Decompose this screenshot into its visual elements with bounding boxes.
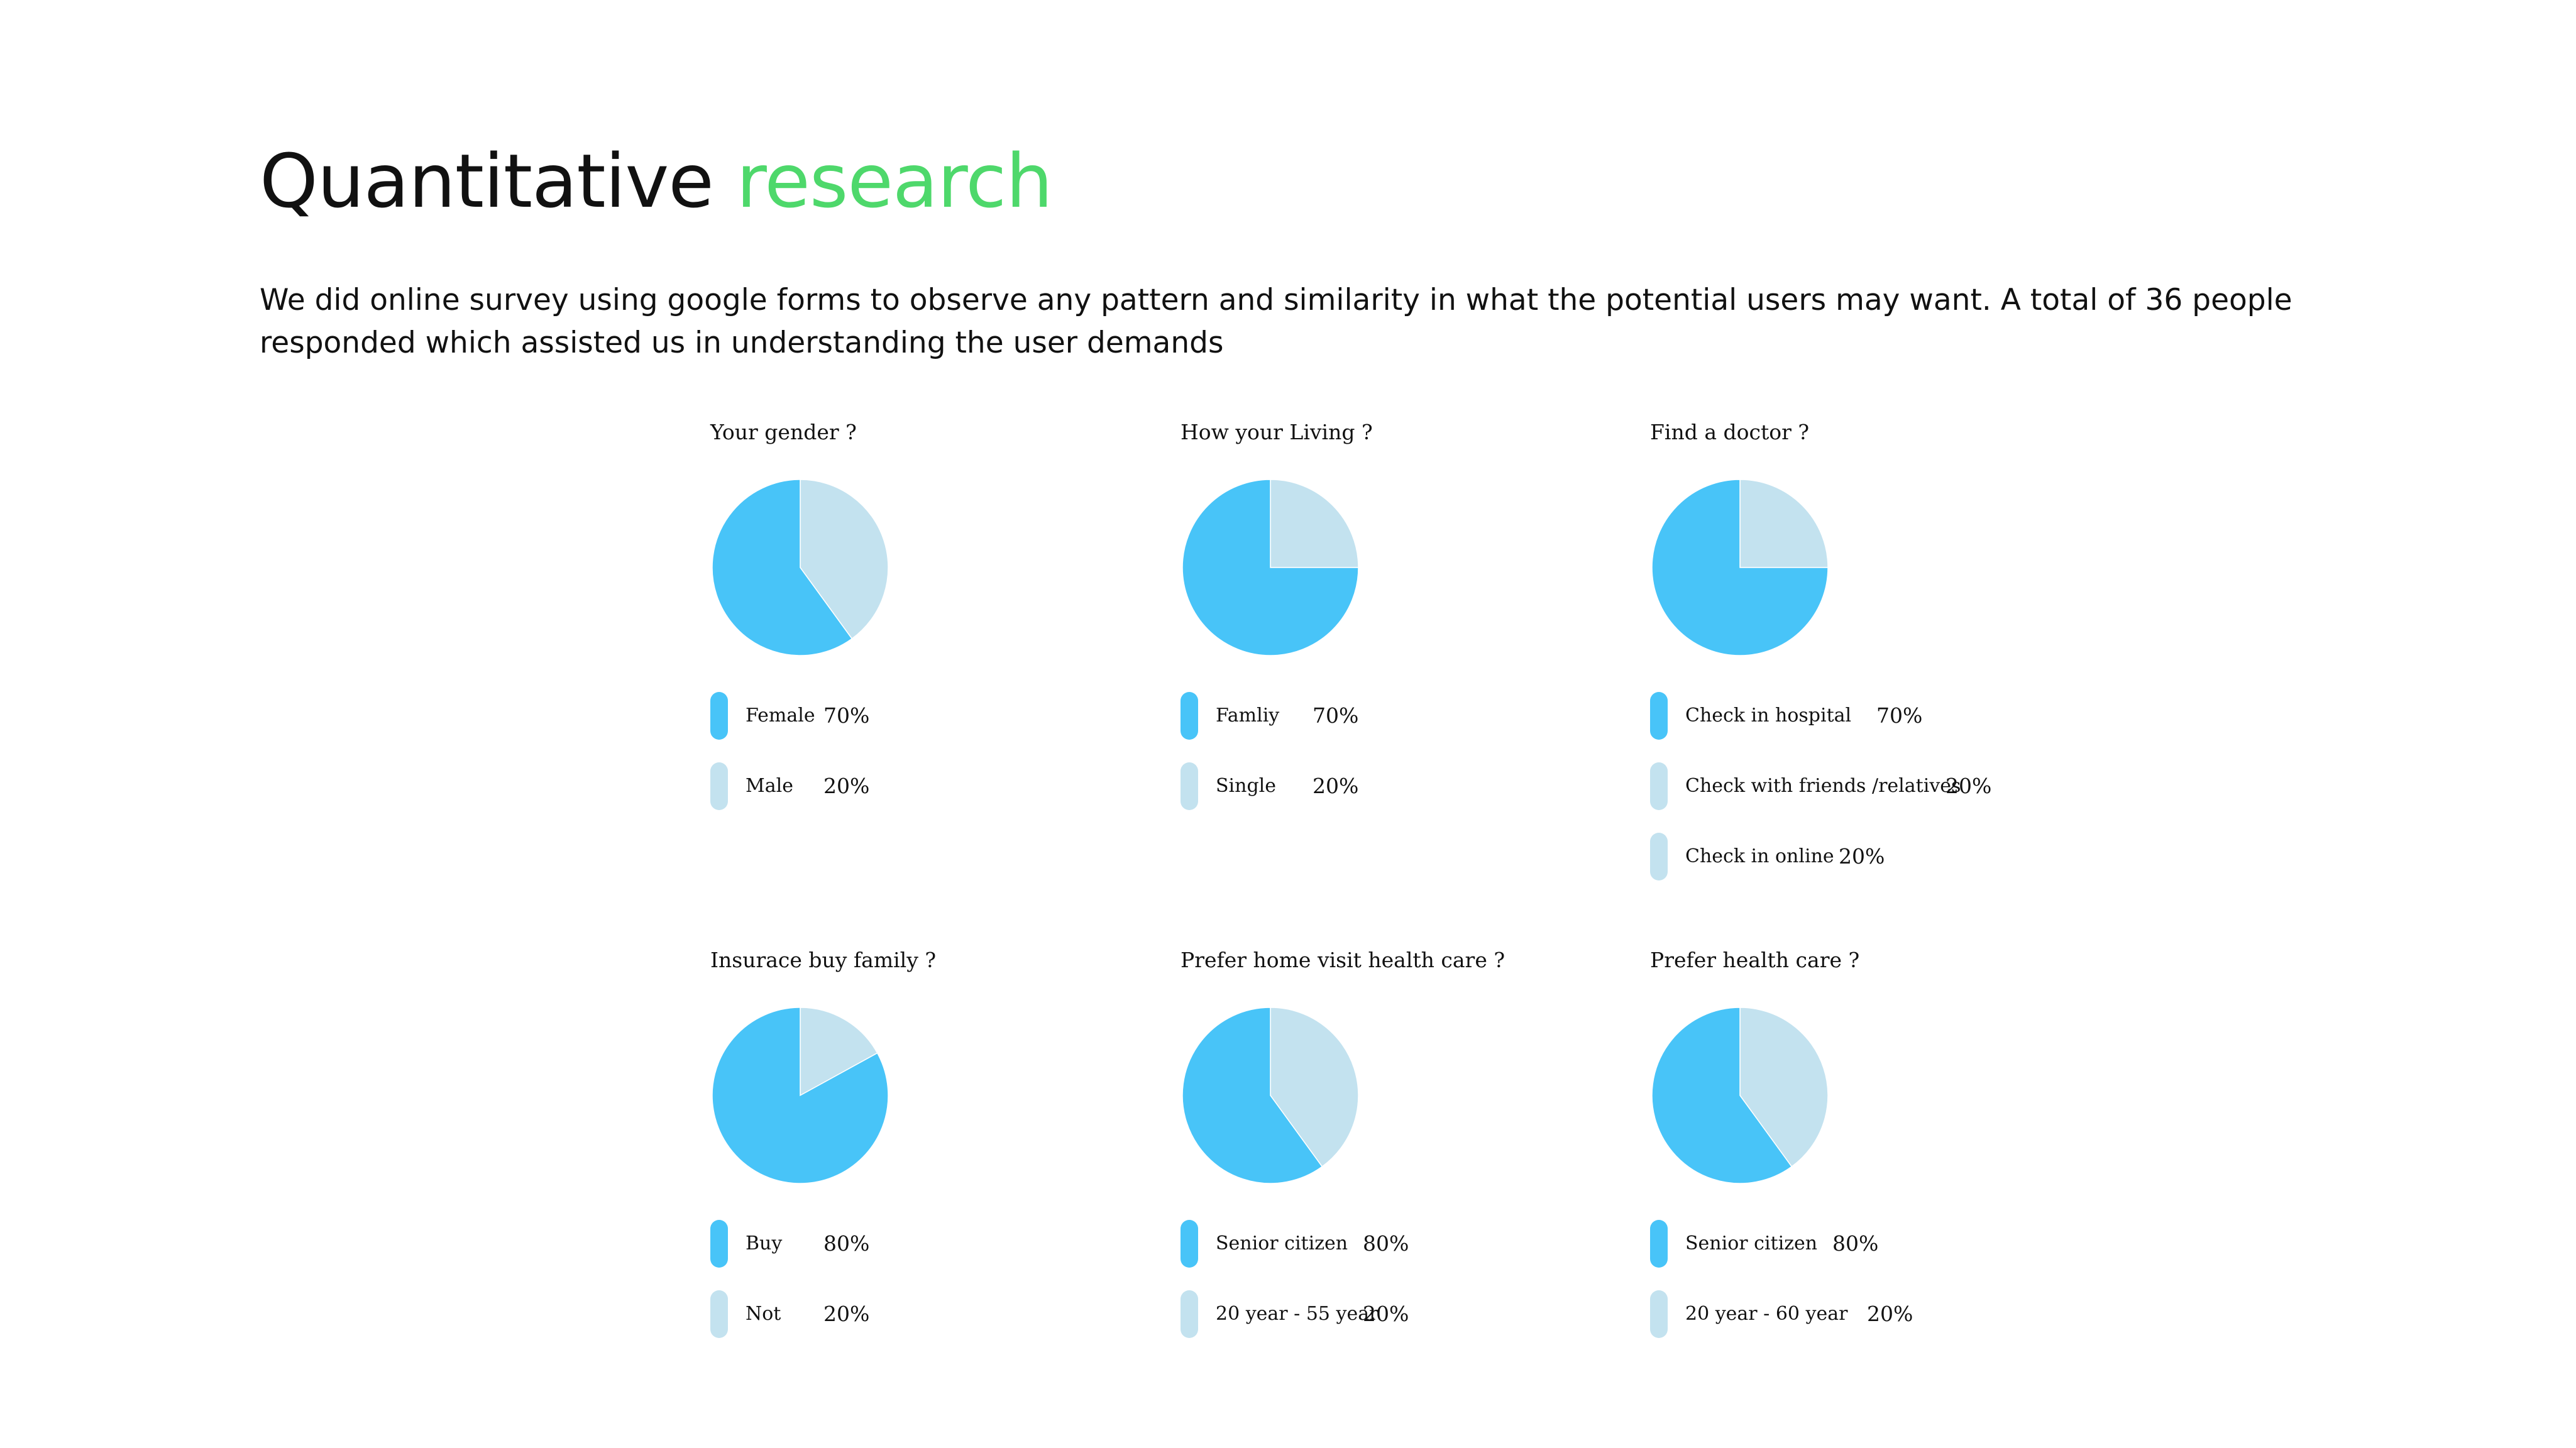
- chart-title: Find a doctor ?: [1650, 420, 1810, 444]
- legend-label: Check with friends /relatives: [1685, 775, 1961, 797]
- legend-label: Not: [746, 1303, 781, 1325]
- legend-label: Senior citizen: [1685, 1232, 1818, 1254]
- legend-value: 20%: [823, 1302, 870, 1326]
- pie-slice-secondary: [800, 479, 889, 640]
- legend-swatch: [1650, 762, 1668, 810]
- legend-swatch: [1181, 762, 1198, 810]
- page-title: Quantitative research: [260, 137, 1053, 226]
- legend-label: Buy: [746, 1232, 783, 1254]
- legend-value: 20%: [1363, 1302, 1409, 1326]
- legend-value: 20%: [1313, 774, 1359, 798]
- legend-item: Senior citizen 80%: [1181, 1220, 1621, 1268]
- legend-swatch: [1181, 1220, 1198, 1268]
- legend-label: Single: [1216, 775, 1277, 797]
- legend-value: 80%: [1832, 1231, 1879, 1256]
- pie: [1651, 479, 1829, 656]
- title-main: Quantitative: [260, 138, 714, 224]
- legend-swatch: [710, 1220, 728, 1268]
- pie-slice-secondary: [1270, 479, 1359, 568]
- legend-swatch: [710, 762, 728, 810]
- legend-label: Female: [746, 705, 815, 727]
- legend-value: 80%: [823, 1231, 870, 1256]
- pie-chart-6: Prefer health care ? Senior citizen 80% 20 …: [1650, 948, 2090, 1361]
- pie-slice-primary: [1182, 479, 1359, 656]
- chart-title: Insurace buy family ?: [710, 948, 937, 972]
- legend-value: 80%: [1363, 1231, 1409, 1256]
- legend-value: 70%: [1313, 703, 1359, 728]
- pie: [712, 479, 889, 656]
- legend-value: 20%: [823, 774, 870, 798]
- pie-slice-primary: [1651, 479, 1829, 656]
- chart-title: Prefer health care ?: [1650, 948, 1860, 972]
- chart-title: Your gender ?: [710, 420, 857, 444]
- page-description: We did online survey using google forms …: [260, 283, 2293, 360]
- pie-chart-5: Prefer home visit health care ? Senior ci…: [1181, 948, 1621, 1361]
- legend-swatch: [1181, 1290, 1198, 1338]
- legend-swatch: [1650, 692, 1668, 740]
- legend-swatch: [1650, 1290, 1668, 1338]
- pie: [1182, 1007, 1359, 1184]
- pie-chart-1: Your gender ? Female 70% Male 20%: [710, 420, 1150, 833]
- legend-label: 20 year - 55 year: [1216, 1303, 1379, 1325]
- legend-label: Senior citizen: [1216, 1232, 1348, 1254]
- legend-swatch: [1650, 833, 1668, 880]
- legend-item: Male 20%: [710, 762, 1150, 810]
- pie-slice-secondary: [1270, 1007, 1359, 1168]
- legend-item: Senior citizen 80%: [1650, 1220, 2090, 1268]
- legend-value: 20%: [1867, 1302, 1913, 1326]
- pie-slice-primary: [712, 479, 853, 656]
- legend-value: 20%: [1946, 774, 1992, 798]
- pie-slice-secondary: [800, 1007, 878, 1097]
- pie-chart-2: How your Living ? Famliy 70% Single 20%: [1181, 420, 1621, 833]
- chart-title: Prefer home visit health care ?: [1181, 948, 1505, 972]
- chart-title: How your Living ?: [1181, 420, 1373, 444]
- legend-label: Check in online: [1685, 845, 1834, 867]
- legend-item: Check in hospital 70%: [1650, 692, 2090, 740]
- legend-value: 20%: [1839, 844, 1885, 869]
- legend-label: 20 year - 60 year: [1685, 1303, 1848, 1325]
- legend-item: Famliy 70%: [1181, 692, 1621, 740]
- legend-label: Famliy: [1216, 705, 1280, 727]
- legend-item: Buy 80%: [710, 1220, 1150, 1268]
- legend-item: Female 70%: [710, 692, 1150, 740]
- legend-swatch: [710, 692, 728, 740]
- legend-label: Check in hospital: [1685, 705, 1852, 727]
- legend-item: Not 20%: [710, 1290, 1150, 1338]
- legend-item: Single 20%: [1181, 762, 1621, 810]
- legend-swatch: [1181, 692, 1198, 740]
- legend-label: Male: [746, 775, 793, 797]
- pie-slice-primary: [1651, 1007, 1793, 1184]
- legend-value: 70%: [1876, 703, 1923, 728]
- pie: [712, 1007, 889, 1184]
- legend-item: Check in online 20%: [1650, 833, 2090, 880]
- pie: [1651, 1007, 1829, 1184]
- legend-item: 20 year - 55 year 20%: [1181, 1290, 1621, 1338]
- pie-slice-secondary: [1739, 1007, 1829, 1168]
- pie-slice-primary: [1182, 1007, 1323, 1184]
- legend-swatch: [1650, 1220, 1668, 1268]
- pie-slice-secondary: [1739, 479, 1829, 568]
- title-accent: research: [736, 138, 1052, 224]
- pie-chart-3: Find a doctor ? Check in hospital 70% Check…: [1650, 420, 2090, 903]
- pie-slice-primary: [712, 1007, 889, 1184]
- legend-item: 20 year - 60 year 20%: [1650, 1290, 2090, 1338]
- legend-value: 70%: [823, 703, 870, 728]
- pie-chart-4: Insurace buy family ? Buy 80% Not 20%: [710, 948, 1150, 1361]
- legend-swatch: [710, 1290, 728, 1338]
- pie: [1182, 479, 1359, 656]
- legend-item: Check with friends /relatives 20%: [1650, 762, 2090, 810]
